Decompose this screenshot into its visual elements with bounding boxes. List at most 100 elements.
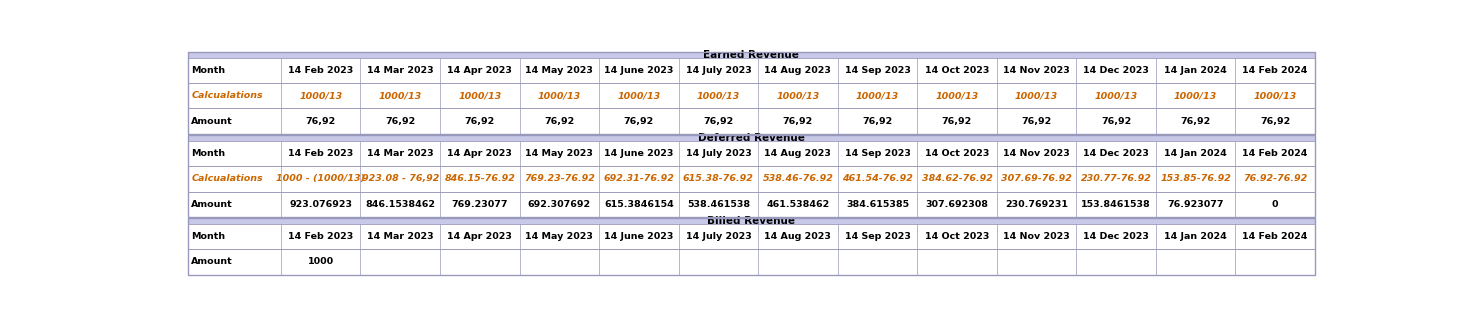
Text: 76,92: 76,92	[386, 116, 415, 126]
Text: 76,92: 76,92	[783, 116, 814, 126]
Text: 14 Oct 2023: 14 Oct 2023	[925, 66, 990, 75]
Bar	[188, 52, 1315, 134]
Text: 1000/13: 1000/13	[696, 91, 740, 100]
Text: 1000/13: 1000/13	[299, 91, 343, 100]
Text: 1000/13: 1000/13	[1253, 91, 1297, 100]
Text: 14 Nov 2023: 14 Nov 2023	[1003, 66, 1070, 75]
Text: 14 Feb 2024: 14 Feb 2024	[1242, 232, 1308, 241]
Text: 14 Oct 2023: 14 Oct 2023	[925, 149, 990, 158]
Text: 14 Apr 2023: 14 Apr 2023	[447, 66, 512, 75]
Text: 0: 0	[1272, 200, 1278, 209]
Bar	[188, 135, 1315, 141]
Text: 538.46-76.92: 538.46-76.92	[762, 174, 833, 183]
Text: 846.15-76.92: 846.15-76.92	[444, 174, 515, 183]
Text: 14 Sep 2023: 14 Sep 2023	[844, 232, 910, 241]
Text: 14 Apr 2023: 14 Apr 2023	[447, 149, 512, 158]
Text: 615.3846154: 615.3846154	[604, 200, 674, 209]
Text: 1000/13: 1000/13	[538, 91, 581, 100]
Text: 461.54-76.92: 461.54-76.92	[841, 174, 913, 183]
Text: Amount: Amount	[191, 257, 233, 267]
Text: 538.461538: 538.461538	[686, 200, 751, 209]
Text: 1000/13: 1000/13	[935, 91, 979, 100]
Text: 692.31-76.92: 692.31-76.92	[604, 174, 674, 183]
Text: 14 Dec 2023: 14 Dec 2023	[1083, 149, 1149, 158]
Text: 14 Mar 2023: 14 Mar 2023	[366, 66, 434, 75]
Text: 769.23-76.92: 769.23-76.92	[523, 174, 595, 183]
Text: 76,92: 76,92	[305, 116, 336, 126]
Bar	[188, 224, 1315, 249]
Text: 1000/13: 1000/13	[856, 91, 899, 100]
Text: 14 Mar 2023: 14 Mar 2023	[366, 232, 434, 241]
Bar	[188, 141, 1315, 166]
Text: 230.77-76.92: 230.77-76.92	[1080, 174, 1151, 183]
Text: 14 July 2023: 14 July 2023	[686, 232, 751, 241]
Text: 1000/13: 1000/13	[1174, 91, 1217, 100]
Text: 76,92: 76,92	[623, 116, 654, 126]
Text: 76,92: 76,92	[1259, 116, 1290, 126]
Text: Earned Revenue: Earned Revenue	[704, 50, 799, 60]
Bar	[188, 192, 1315, 217]
Text: 384.615385: 384.615385	[846, 200, 909, 209]
Text: 1000 - (1000/13): 1000 - (1000/13)	[276, 174, 365, 183]
Text: 1000/13: 1000/13	[1095, 91, 1138, 100]
Text: 846.1538462: 846.1538462	[365, 200, 435, 209]
Text: 76,92: 76,92	[465, 116, 496, 126]
Text: 76,92: 76,92	[704, 116, 733, 126]
Text: Month: Month	[191, 149, 226, 158]
Text: 14 May 2023: 14 May 2023	[525, 149, 594, 158]
Text: 384.62-76.92: 384.62-76.92	[922, 174, 992, 183]
Text: 76,92: 76,92	[544, 116, 575, 126]
Text: 923.076923: 923.076923	[289, 200, 352, 209]
Text: 14 Feb 2023: 14 Feb 2023	[289, 149, 353, 158]
Text: 14 Apr 2023: 14 Apr 2023	[447, 232, 512, 241]
Text: Amount: Amount	[191, 116, 233, 126]
Text: 76,92: 76,92	[941, 116, 972, 126]
Text: 14 Jan 2024: 14 Jan 2024	[1164, 232, 1227, 241]
Text: 14 Jan 2024: 14 Jan 2024	[1164, 66, 1227, 75]
Text: Calcualations: Calcualations	[191, 174, 262, 183]
Text: 14 Mar 2023: 14 Mar 2023	[366, 149, 434, 158]
Text: 14 June 2023: 14 June 2023	[604, 149, 673, 158]
Text: 76.92-76.92: 76.92-76.92	[1243, 174, 1308, 183]
Text: 923.08 - 76,92: 923.08 - 76,92	[362, 174, 438, 183]
Text: 1000: 1000	[308, 257, 334, 267]
Bar	[188, 108, 1315, 134]
Text: 76,92: 76,92	[1101, 116, 1132, 126]
Text: 1000/13: 1000/13	[777, 91, 819, 100]
Text: 76.923077: 76.923077	[1167, 200, 1224, 209]
Text: 1000/13: 1000/13	[617, 91, 661, 100]
Text: 14 Aug 2023: 14 Aug 2023	[764, 232, 831, 241]
Text: 14 Oct 2023: 14 Oct 2023	[925, 232, 990, 241]
Text: 14 May 2023: 14 May 2023	[525, 66, 594, 75]
Bar	[188, 218, 1315, 275]
Bar	[188, 249, 1315, 275]
Bar	[188, 52, 1315, 58]
Bar	[188, 135, 1315, 217]
Bar	[188, 83, 1315, 108]
Text: 76,92: 76,92	[862, 116, 893, 126]
Text: Deferred Revenue: Deferred Revenue	[698, 133, 805, 143]
Text: 14 Feb 2023: 14 Feb 2023	[289, 232, 353, 241]
Text: 14 Feb 2023: 14 Feb 2023	[289, 66, 353, 75]
Text: 14 Nov 2023: 14 Nov 2023	[1003, 149, 1070, 158]
Text: 1000/13: 1000/13	[1014, 91, 1058, 100]
Text: 14 June 2023: 14 June 2023	[604, 66, 673, 75]
Text: 76,92: 76,92	[1022, 116, 1051, 126]
Bar	[188, 166, 1315, 192]
Text: 692.307692: 692.307692	[528, 200, 591, 209]
Text: Month: Month	[191, 66, 226, 75]
Text: 76,92: 76,92	[1180, 116, 1211, 126]
Text: 14 July 2023: 14 July 2023	[686, 149, 751, 158]
Text: Month: Month	[191, 232, 226, 241]
Text: 14 Nov 2023: 14 Nov 2023	[1003, 232, 1070, 241]
Text: 14 Dec 2023: 14 Dec 2023	[1083, 66, 1149, 75]
Text: 14 Dec 2023: 14 Dec 2023	[1083, 232, 1149, 241]
Text: 1000/13: 1000/13	[459, 91, 501, 100]
Text: 14 June 2023: 14 June 2023	[604, 232, 673, 241]
Text: 1000/13: 1000/13	[378, 91, 422, 100]
Bar	[188, 58, 1315, 83]
Bar	[188, 218, 1315, 224]
Text: 153.85-76.92: 153.85-76.92	[1160, 174, 1231, 183]
Text: 14 Aug 2023: 14 Aug 2023	[764, 149, 831, 158]
Text: 14 Aug 2023: 14 Aug 2023	[764, 66, 831, 75]
